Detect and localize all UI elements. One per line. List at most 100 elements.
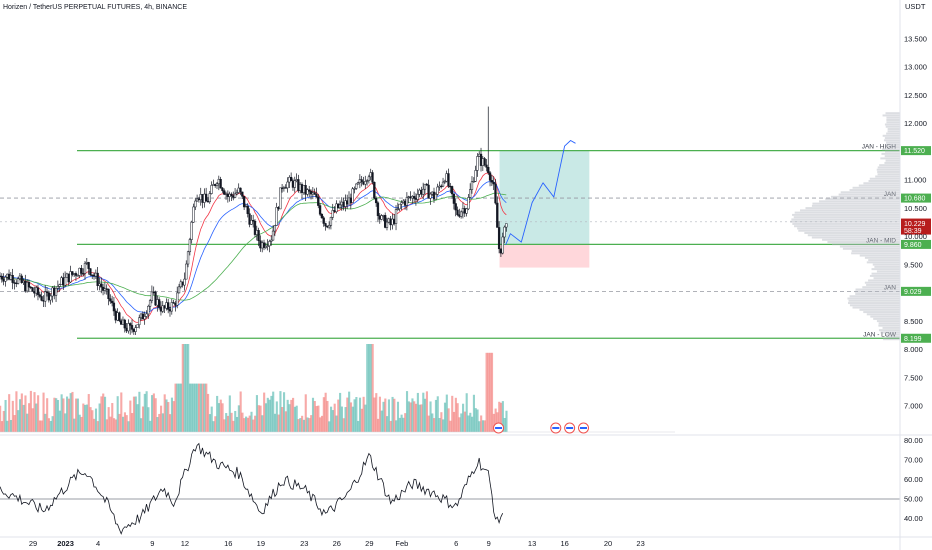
volume-bar [494,408,497,432]
candle-body [53,287,56,296]
volume-bar [56,400,60,432]
volume-profile-bar [827,241,900,244]
volume-profile-bar [794,225,900,228]
volume-bar [391,396,394,432]
candle-body [293,180,296,188]
volume-bar [456,403,459,432]
candle-body [185,263,188,280]
candle-body [246,205,249,214]
candle-body [101,286,105,291]
candle-body [203,193,206,203]
candle-body [496,202,499,228]
candle-body [266,245,269,247]
candle-body [4,276,7,282]
volume-bar [313,401,316,432]
volume-bar [120,392,123,432]
candle-body [197,198,201,200]
candle-body [382,215,385,217]
candle-body [15,282,18,285]
volume-profile-bar [873,277,900,280]
volume-bar [185,344,188,432]
candle-body [20,275,23,283]
volume-bar [239,391,242,432]
volume-profile-bar [858,184,900,187]
volume-bar [498,401,501,432]
candle-body [501,236,504,254]
volume-profile-bar [874,265,900,268]
candle-body [94,272,97,277]
volume-profile-bar [863,182,900,185]
candle-body [317,196,320,206]
volume-bar [360,408,363,432]
volume-bar [451,395,454,432]
level-label-2: JAN - MID [866,237,896,244]
candle-body [367,176,371,181]
volume-bar [500,402,503,432]
volume-bar [424,398,427,432]
volume-bar [174,383,177,432]
time-tick-6: 19 [257,539,265,548]
volume-bar [205,383,208,432]
volume-bar [78,414,81,432]
candle-body [51,287,54,297]
candle-body [465,208,468,214]
candle-body [56,286,60,289]
candle-body [452,193,456,204]
volume-bar [254,415,257,432]
volume-profile-bar [793,216,900,219]
volume-bar [467,415,470,432]
volume-bar [6,420,9,432]
volume-bar [0,405,2,432]
candle-body [470,181,474,190]
volume-bar [114,419,117,432]
candle-body [215,183,219,186]
volume-bar [330,406,333,432]
volume-profile-bar [877,166,900,169]
volume-bar [474,408,477,432]
candle-body [76,275,79,277]
volume-bar [55,398,58,432]
candle-body [36,287,40,295]
volume-profile-bar [876,320,900,323]
volume-bar [24,395,27,432]
candle-body [469,189,472,198]
volume-bar [425,391,428,432]
volume-bar [158,413,161,432]
candle-body [63,277,67,286]
volume-bar [160,405,163,432]
candle-body [487,167,490,173]
volume-bar [340,406,343,432]
volume-bar [302,419,306,432]
volume-bar [102,393,105,432]
volume-bar [297,419,300,432]
candle-body [244,205,248,208]
candle-body [134,327,137,332]
volume-bar [149,420,152,432]
countdown-value: 58:39 [904,228,922,235]
candle-body [400,202,403,205]
candle-body [391,218,394,226]
candle-body [429,193,432,199]
volume-bar [85,404,89,432]
volume-bar [145,391,148,432]
candle-body [449,185,452,188]
volume-bar [386,416,389,432]
volume-bar [342,418,345,432]
volume-bar [250,411,253,432]
volume-bar [413,401,416,432]
volume-bar [452,411,456,432]
volume-bar [427,415,430,432]
candle-body [136,324,139,328]
candle-body [463,208,466,214]
candle-body [291,180,295,188]
rsi-tick-0: 80.00 [904,436,923,445]
volume-bar [82,403,85,432]
volume-bar [418,404,421,432]
candle-body [311,192,314,195]
candle-body [351,188,354,203]
candle-body [223,190,226,195]
candle-body [127,323,130,332]
candle-body [60,277,63,285]
volume-profile-bar [811,204,900,207]
